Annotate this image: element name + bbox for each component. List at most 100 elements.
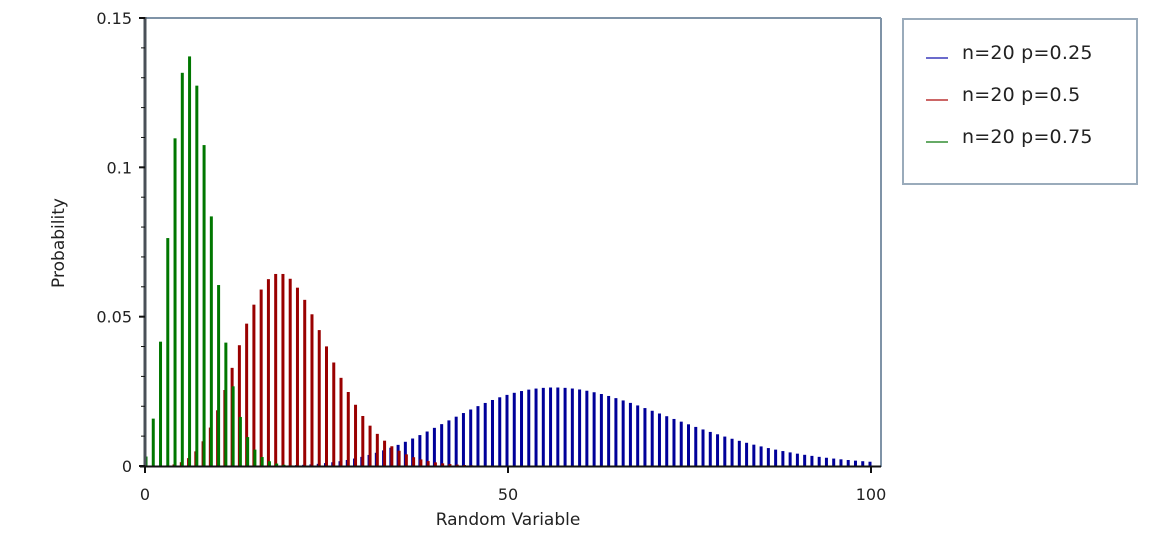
- bar: [730, 438, 734, 466]
- y-axis-ticks: 0 0.05 0.1 0.15: [96, 9, 145, 476]
- bar: [868, 461, 872, 466]
- bar: [303, 299, 307, 466]
- legend-item-p05: n=20 p=0.5: [926, 80, 1080, 110]
- bar: [795, 453, 799, 466]
- bar: [672, 418, 676, 466]
- bar: [461, 413, 465, 466]
- y-axis-label: Probability: [49, 198, 69, 288]
- bar: [325, 346, 328, 466]
- bar: [432, 427, 436, 466]
- bar: [412, 457, 416, 466]
- bar: [788, 452, 792, 466]
- bar: [274, 273, 278, 466]
- bar: [839, 459, 843, 466]
- bar: [151, 418, 155, 466]
- bar: [441, 463, 445, 466]
- bar: [440, 424, 444, 466]
- bar: [563, 387, 567, 466]
- legend: n=20 p=0.25 n=20 p=0.5 n=20 p=0.75: [902, 18, 1138, 185]
- bar: [774, 449, 778, 466]
- bar: [578, 389, 582, 466]
- x-axis-ticks: 0 50 100: [140, 466, 886, 504]
- bar: [166, 238, 170, 466]
- bar: [476, 406, 480, 466]
- bar: [404, 454, 408, 466]
- bar: [253, 449, 257, 466]
- bar: [267, 461, 271, 466]
- bar: [217, 285, 221, 466]
- bar: [628, 402, 632, 466]
- bar: [846, 460, 850, 466]
- bar: [708, 431, 712, 466]
- bar: [448, 464, 452, 466]
- bar: [281, 273, 285, 466]
- bar: [310, 314, 314, 466]
- bar: [803, 454, 807, 466]
- bar: [752, 444, 756, 466]
- bar: [810, 455, 814, 466]
- bar: [390, 446, 394, 466]
- bar: [549, 387, 553, 466]
- x-axis-label: Random Variable: [436, 510, 581, 530]
- bar: [231, 386, 235, 466]
- bar: [245, 323, 249, 466]
- bar: [759, 446, 763, 466]
- bar: [694, 426, 698, 466]
- bar: [520, 391, 524, 466]
- bar: [419, 459, 423, 466]
- bar: [246, 437, 250, 466]
- bar: [745, 442, 749, 466]
- bar: [202, 145, 206, 466]
- legend-swatch-red: [926, 99, 948, 101]
- y-tick-label: 0.05: [96, 308, 132, 327]
- bar: [224, 342, 228, 466]
- bar: [454, 416, 458, 466]
- bar: [505, 394, 509, 466]
- series-n-20-p-0-75: [144, 56, 293, 467]
- bar: [824, 457, 828, 466]
- bar: [599, 394, 603, 466]
- bar: [861, 461, 865, 466]
- bar: [781, 451, 785, 466]
- bar: [266, 279, 270, 466]
- bar: [346, 392, 350, 466]
- bar: [679, 421, 683, 466]
- bar: [687, 424, 690, 466]
- bar: [180, 72, 184, 466]
- bar: [418, 435, 422, 466]
- bar: [737, 440, 741, 466]
- bar: [411, 438, 415, 466]
- bar: [252, 304, 256, 466]
- x-tick-label: 100: [856, 485, 887, 504]
- bar: [433, 462, 437, 466]
- bar: [607, 395, 611, 466]
- bar: [275, 463, 279, 466]
- bar: [173, 138, 177, 466]
- bar: [397, 450, 401, 466]
- bar: [490, 399, 494, 466]
- bar: [716, 434, 720, 466]
- bar: [188, 56, 192, 466]
- bar: [657, 413, 661, 466]
- bar: [534, 388, 538, 466]
- bar: [238, 416, 242, 466]
- legend-swatch-blue: [926, 57, 948, 59]
- bar: [701, 429, 705, 466]
- bar: [853, 460, 857, 466]
- legend-label: n=20 p=0.75: [962, 126, 1093, 148]
- plot-bars: [144, 56, 872, 467]
- bar: [361, 415, 365, 466]
- bar: [282, 464, 286, 466]
- bar: [339, 377, 343, 466]
- legend-label: n=20 p=0.5: [962, 84, 1081, 106]
- y-tick-label: 0: [122, 457, 132, 476]
- bar: [288, 278, 292, 466]
- bar: [498, 397, 502, 466]
- bar: [527, 389, 531, 466]
- bar: [469, 409, 473, 466]
- bar: [556, 387, 560, 466]
- bar: [425, 431, 429, 466]
- bar: [541, 387, 545, 466]
- bar: [636, 405, 640, 466]
